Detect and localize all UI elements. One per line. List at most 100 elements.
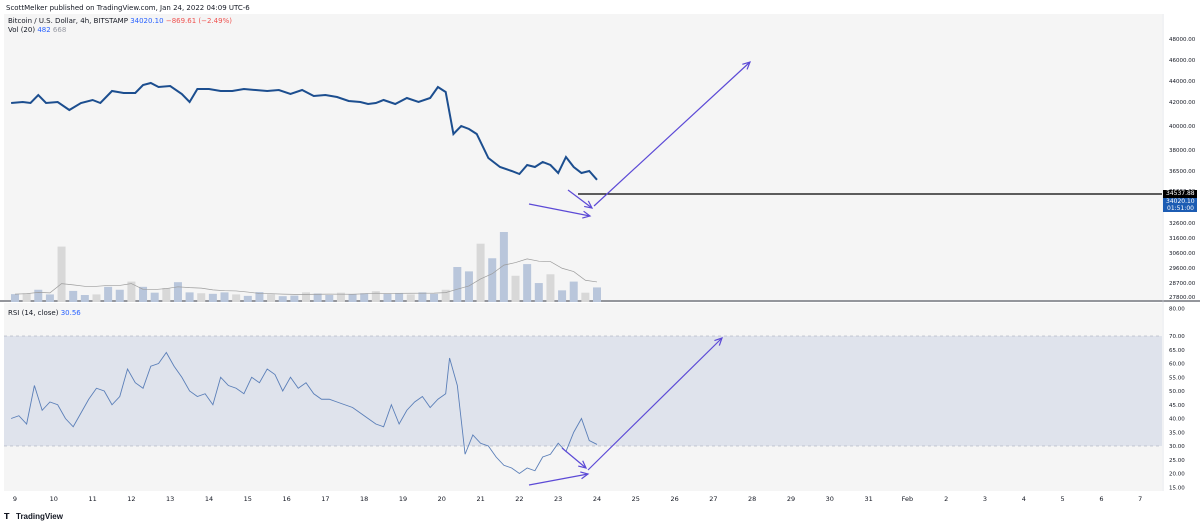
x-tick-label: 9 — [13, 495, 17, 503]
x-tick-label: 26 — [670, 495, 678, 503]
rsi-band — [4, 336, 1162, 446]
volume-bar — [104, 286, 113, 302]
x-tick-label: 7 — [1138, 495, 1142, 503]
x-tick-label: 14 — [205, 495, 213, 503]
symbol-legend: Bitcoin / U.S. Dollar, 4h, BITSTAMP 3402… — [8, 17, 232, 25]
volume-bar — [558, 290, 567, 302]
volume-bar — [441, 289, 450, 302]
volume-bar — [418, 292, 427, 302]
x-tick-label: 4 — [1022, 495, 1026, 503]
x-tick-label: 30 — [826, 495, 834, 503]
volume-bar — [115, 289, 124, 302]
volume-bar — [197, 293, 206, 302]
x-tick-label: 19 — [399, 495, 407, 503]
volume-ma-value: 668 — [52, 26, 67, 34]
arrow-price-up-projection[interactable] — [593, 61, 752, 207]
volume-bar — [255, 292, 264, 302]
price-change: −869.61 (−2.49%) — [165, 17, 232, 25]
price-tick-label: 30600.00 — [1169, 251, 1196, 257]
volume-bar — [581, 292, 590, 302]
x-tick-label: 3 — [983, 495, 987, 503]
volume-bar — [593, 287, 601, 302]
volume-bar — [267, 294, 276, 302]
volume-bar — [569, 281, 578, 302]
volume-bar — [348, 294, 357, 302]
x-tick-label: 29 — [787, 495, 795, 503]
line-price-tag-bg — [1163, 190, 1197, 198]
x-tick-label: 15 — [244, 495, 252, 503]
x-tick-label: 31 — [864, 495, 872, 503]
price-tick-label: 46000.00 — [1169, 58, 1196, 64]
volume-ma-line — [14, 258, 598, 295]
volume-bar — [499, 232, 508, 302]
volume-bar — [290, 295, 299, 302]
volume-bar — [534, 283, 543, 302]
price-tick-label: 48000.00 — [1169, 37, 1196, 43]
tradingview-logo-icon: 𝗧 — [4, 512, 10, 521]
volume-bar — [139, 286, 148, 302]
price-tick-label: 31600.00 — [1169, 236, 1196, 242]
price-tick-label: 38000.00 — [1169, 148, 1196, 154]
volume-bar — [150, 292, 159, 302]
x-tick-label: 11 — [88, 495, 96, 503]
volume-label: Vol (20) — [8, 26, 36, 34]
x-tick-label: 12 — [127, 495, 135, 503]
logo-text: TradingView — [16, 512, 63, 521]
volume-bar — [34, 289, 43, 302]
rsi-tick-label: 25.00 — [1169, 458, 1185, 464]
arrow-rsi-up-projection[interactable] — [587, 337, 723, 471]
x-tick-label: 5 — [1061, 495, 1065, 503]
volume-bar — [546, 274, 555, 302]
price-axis-ticks: 48000.00 46000.00 44000.00 42000.00 40000.00… — [1169, 37, 1196, 301]
volume-bar — [453, 267, 462, 302]
x-tick-label: 17 — [321, 495, 329, 503]
volume-value: 482 — [37, 26, 51, 34]
x-tick-label: 27 — [709, 495, 717, 503]
volume-bar — [371, 291, 380, 302]
rsi-axis-ticks: 80.00 70.00 65.00 60.00 55.00 50.00 45.00 40.00… — [1169, 307, 1185, 492]
volume-bar — [45, 294, 54, 302]
price-tick-label: 42000.00 — [1169, 100, 1196, 106]
rsi-tick-label: 80.00 — [1169, 307, 1185, 313]
volume-bar — [488, 258, 497, 302]
price-pane-bg — [4, 14, 1162, 300]
volume-bars — [11, 232, 601, 302]
arrow-rsi-up-divergence[interactable] — [528, 471, 590, 486]
price-tick-label: 28700.00 — [1169, 281, 1196, 287]
arrow-price-down-small[interactable] — [567, 189, 594, 209]
rsi-tick-label: 70.00 — [1169, 334, 1185, 340]
volume-bar — [220, 292, 229, 302]
arrow-price-down-divergence[interactable] — [528, 203, 592, 219]
volume-bar — [360, 293, 369, 302]
x-tick-label: 23 — [554, 495, 562, 503]
price-line — [11, 81, 598, 181]
volume-bar — [208, 293, 217, 302]
volume-bar — [173, 282, 182, 302]
price-tick-label: 32600.00 — [1169, 221, 1196, 227]
x-tick-label: Feb — [902, 495, 914, 503]
volume-bar — [464, 271, 473, 302]
x-tick-label: 24 — [593, 495, 601, 503]
x-tick-label: 25 — [632, 495, 640, 503]
x-tick-label: 20 — [438, 495, 446, 503]
volume-bar — [22, 293, 31, 302]
volume-bar — [80, 295, 89, 302]
x-tick-label: 28 — [748, 495, 756, 503]
x-tick-label: 22 — [515, 495, 523, 503]
volume-bar — [11, 294, 19, 302]
rsi-tick-label: 60.00 — [1169, 362, 1185, 368]
line-price-tag: 34537.88 — [1166, 190, 1195, 197]
volume-bar — [185, 292, 194, 302]
volume-bar — [243, 295, 252, 302]
rsi-legend: RSI (14, close) 30.56 — [8, 309, 81, 317]
arrow-rsi-down-divergence[interactable] — [561, 447, 588, 469]
price-tick-label: 36500.00 — [1169, 169, 1196, 175]
rsi-tick-label: 35.00 — [1169, 430, 1185, 436]
tradingview-logo[interactable]: 𝗧 TradingView — [4, 512, 63, 521]
volume-bar — [336, 292, 345, 302]
volume-legend: Vol (20) 482 668 — [8, 26, 66, 34]
volume-bar — [325, 295, 334, 302]
volume-bar — [383, 293, 392, 302]
rsi-value: 30.56 — [60, 309, 81, 317]
